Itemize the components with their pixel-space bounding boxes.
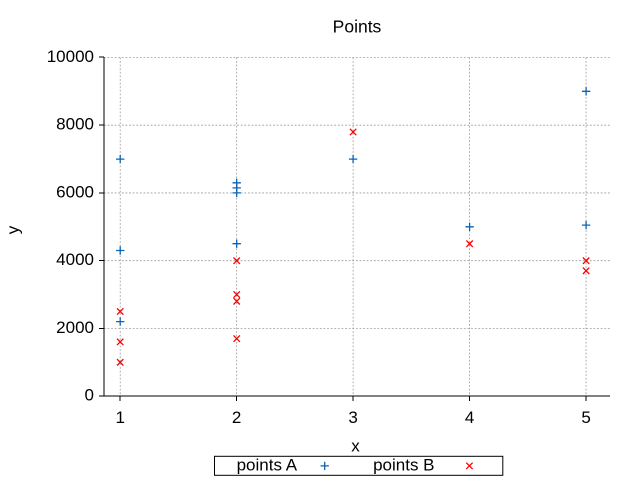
svg-text:points B: points B [373, 456, 434, 475]
svg-text:Points: Points [333, 17, 382, 37]
svg-text:2000: 2000 [56, 318, 94, 337]
svg-text:points A: points A [237, 456, 298, 475]
svg-text:6000: 6000 [56, 182, 94, 201]
svg-text:8000: 8000 [56, 115, 94, 134]
svg-text:3: 3 [348, 408, 357, 427]
svg-text:x: x [351, 436, 360, 455]
svg-text:4000: 4000 [56, 250, 94, 269]
svg-text:4: 4 [465, 408, 474, 427]
svg-text:y: y [3, 225, 22, 234]
svg-text:5: 5 [581, 408, 590, 427]
svg-text:1: 1 [115, 408, 124, 427]
svg-text:2: 2 [232, 408, 241, 427]
svg-text:10000: 10000 [47, 47, 94, 66]
svg-text:0: 0 [85, 386, 94, 405]
